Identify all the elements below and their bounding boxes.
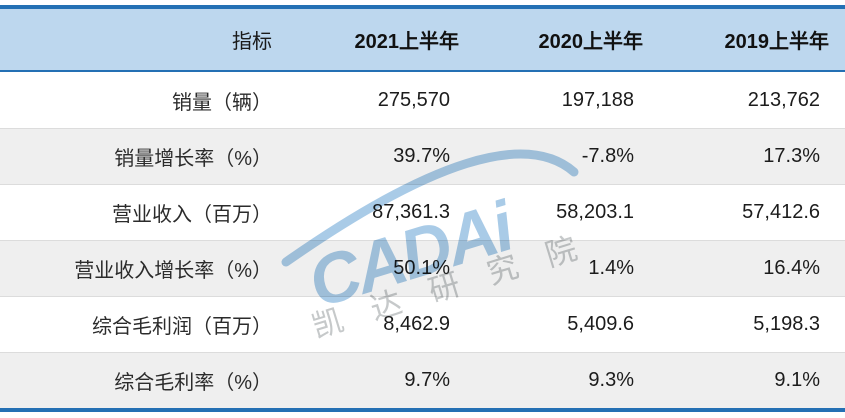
table-row-sales-volume: 销量（辆） 275,570 197,188 213,762	[0, 72, 845, 128]
cell-value: 39.7%	[393, 144, 450, 167]
cell-value: 9.7%	[404, 368, 450, 391]
column-header-2021h1: 2021上半年	[354, 31, 460, 53]
cell-value: 17.3%	[763, 144, 820, 167]
table-row-sales-growth: 销量增长率（%） 39.7% -7.8% 17.3%	[0, 128, 845, 184]
cell-value: 16.4%	[763, 256, 820, 279]
cell-value: 57,412.6	[742, 200, 820, 223]
row-label: 销量增长率（%）	[114, 147, 272, 170]
cell-value: 275,570	[377, 88, 450, 111]
column-header-indicator: 指标	[232, 31, 272, 53]
cell-value: 5,198.3	[753, 312, 820, 335]
column-header-2020h1: 2020上半年	[538, 31, 644, 53]
cell-value: 9.1%	[774, 368, 820, 391]
cell-value: 1.4%	[588, 256, 634, 279]
cell-value: 5,409.6	[567, 312, 634, 335]
cell-value: 197,188	[561, 88, 634, 111]
cell-value: 50.1%	[393, 256, 450, 279]
column-header-2019h1: 2019上半年	[724, 31, 830, 53]
table-row-revenue: 营业收入（百万） 87,361.3 58,203.1 57,412.6	[0, 184, 845, 240]
row-label: 综合毛利率（%）	[114, 371, 272, 394]
row-label: 销量（辆）	[172, 91, 272, 114]
row-label: 综合毛利润（百万）	[92, 315, 272, 338]
cell-value: 9.3%	[588, 368, 634, 391]
cell-value: 87,361.3	[372, 200, 450, 223]
metrics-table: 指标 2021上半年 2020上半年 2019上半年 销量（辆） 275,570…	[0, 5, 845, 412]
table-row-revenue-growth: 营业收入增长率（%） 50.1% 1.4% 16.4%	[0, 240, 845, 296]
cell-value: 58,203.1	[556, 200, 634, 223]
table-row-gross-profit: 综合毛利润（百万） 8,462.9 5,409.6 5,198.3	[0, 296, 845, 352]
cell-value: -7.8%	[581, 144, 634, 167]
table-row-gross-margin: 综合毛利率（%） 9.7% 9.3% 9.1%	[0, 352, 845, 408]
cell-value: 213,762	[747, 88, 820, 111]
row-label: 营业收入（百万）	[112, 203, 272, 226]
row-label: 营业收入增长率（%）	[74, 259, 272, 282]
cell-value: 8,462.9	[383, 312, 450, 335]
header-row: 指标 2021上半年 2020上半年 2019上半年	[0, 5, 845, 72]
